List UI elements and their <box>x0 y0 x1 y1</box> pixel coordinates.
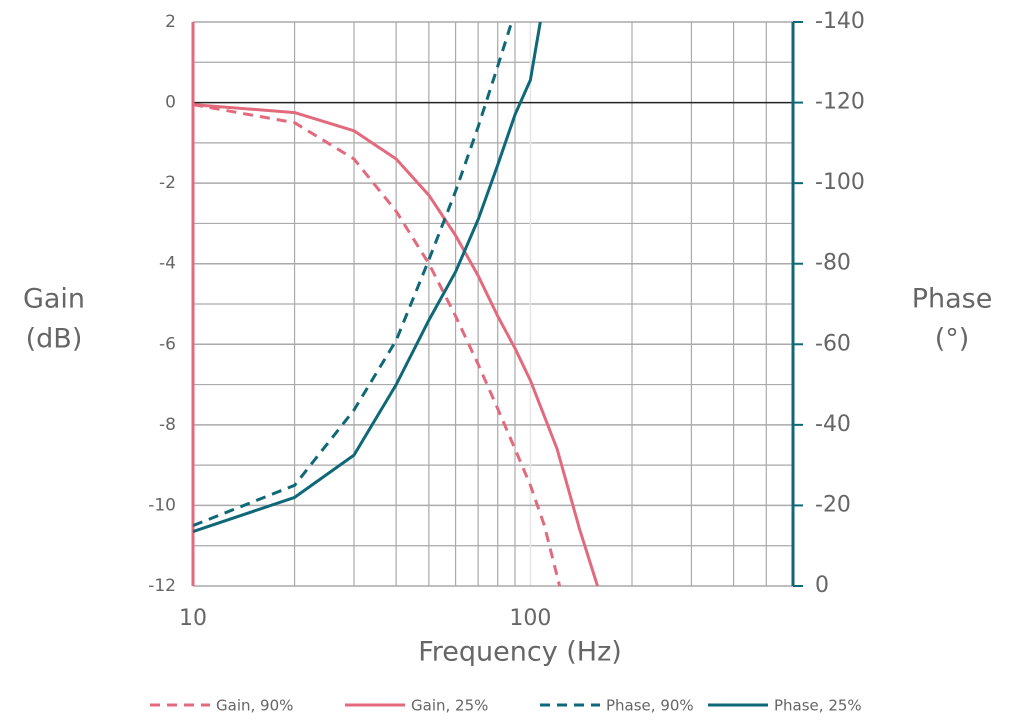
legend-label: Phase, 25% <box>774 697 862 715</box>
y2-tick-label: -140 <box>815 9 865 34</box>
y-tick-label: -10 <box>148 495 176 515</box>
y-tick-label: -6 <box>159 334 176 354</box>
x-tick-label: 10 <box>179 606 207 631</box>
y2-tick-label: -100 <box>815 170 865 195</box>
y-axis-label: (dB) <box>26 324 83 355</box>
y-axis-label: Gain <box>23 284 85 315</box>
y2-axis-label: (°) <box>935 324 970 355</box>
plot-area <box>193 22 599 586</box>
y2-tick-label: -40 <box>815 412 851 437</box>
legend-label: Gain, 90% <box>216 697 293 715</box>
y2-tick-label: -80 <box>815 251 851 276</box>
series-line <box>193 22 514 527</box>
y-tick-label: 0 <box>165 93 176 113</box>
y-tick-label: -4 <box>159 254 176 274</box>
legend-label: Phase, 90% <box>606 697 694 715</box>
series-line <box>193 103 599 586</box>
y-tick-label: -2 <box>159 173 176 193</box>
series-line <box>193 103 562 586</box>
x-tick-label: 100 <box>509 606 551 631</box>
y2-tick-label: 0 <box>815 573 829 598</box>
y-tick-label: 2 <box>165 12 176 32</box>
y2-axis-label: Phase <box>912 284 993 315</box>
legend-label: Gain, 25% <box>411 697 488 715</box>
y2-tick-label: -120 <box>815 90 865 115</box>
y2-tick-label: -20 <box>815 492 851 517</box>
y-tick-label: -12 <box>148 576 176 596</box>
x-axis-label: Frequency (Hz) <box>418 637 622 668</box>
series-line <box>193 22 542 534</box>
y-tick-label: -8 <box>159 415 176 435</box>
y2-tick-label: -60 <box>815 331 851 356</box>
